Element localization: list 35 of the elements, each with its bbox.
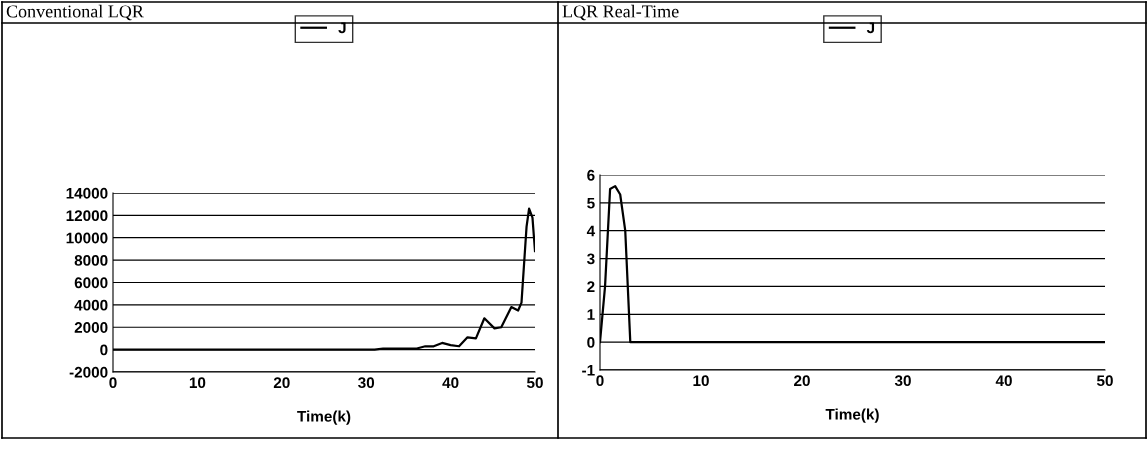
- x-axis-title: Time(k): [297, 410, 351, 425]
- y-tick-label: -2000: [69, 366, 108, 378]
- y-tick-label: 14000: [66, 187, 108, 199]
- y-tick-label: 6000: [74, 277, 108, 289]
- y-tick-label: 2: [587, 281, 595, 292]
- x-tick-label: 40: [995, 375, 1012, 387]
- y-tick-label: 12000: [66, 210, 108, 222]
- chart-title: Conventional LQR: [6, 4, 144, 21]
- y-tick-label: 0: [587, 337, 595, 348]
- x-tick-label: 20: [794, 375, 810, 387]
- y-tick-label: 4: [586, 225, 596, 237]
- x-tick-label: 50: [526, 377, 543, 389]
- x-tick-label: 40: [442, 377, 459, 389]
- x-tick-label: 30: [358, 377, 375, 389]
- x-tick-label: 10: [189, 377, 206, 389]
- y-tick-label: -1: [582, 365, 595, 376]
- y-tick-label: 4000: [74, 299, 108, 311]
- chart-title: LQR Real-Time: [562, 4, 679, 21]
- y-tick-label: 10000: [66, 232, 108, 244]
- y-tick-label: 2000: [74, 322, 108, 333]
- y-tick-label: 5: [587, 197, 595, 209]
- x-tick-label: 0: [596, 375, 604, 387]
- y-tick-label: 0: [100, 344, 108, 356]
- x-tick-label: 20: [273, 377, 290, 389]
- x-axis-title: Time(k): [825, 408, 879, 423]
- x-tick-label: 10: [693, 375, 709, 387]
- y-tick-label: 8000: [74, 254, 108, 266]
- legend-label: J: [866, 22, 875, 34]
- legend-label: J: [338, 22, 346, 34]
- x-tick-label: 0: [109, 377, 117, 389]
- y-tick-label: 1: [587, 309, 595, 320]
- x-tick-label: 30: [894, 375, 911, 387]
- y-tick-label: 6: [587, 169, 595, 181]
- x-tick-label: 50: [1096, 375, 1113, 387]
- y-tick-label: 3: [586, 253, 595, 265]
